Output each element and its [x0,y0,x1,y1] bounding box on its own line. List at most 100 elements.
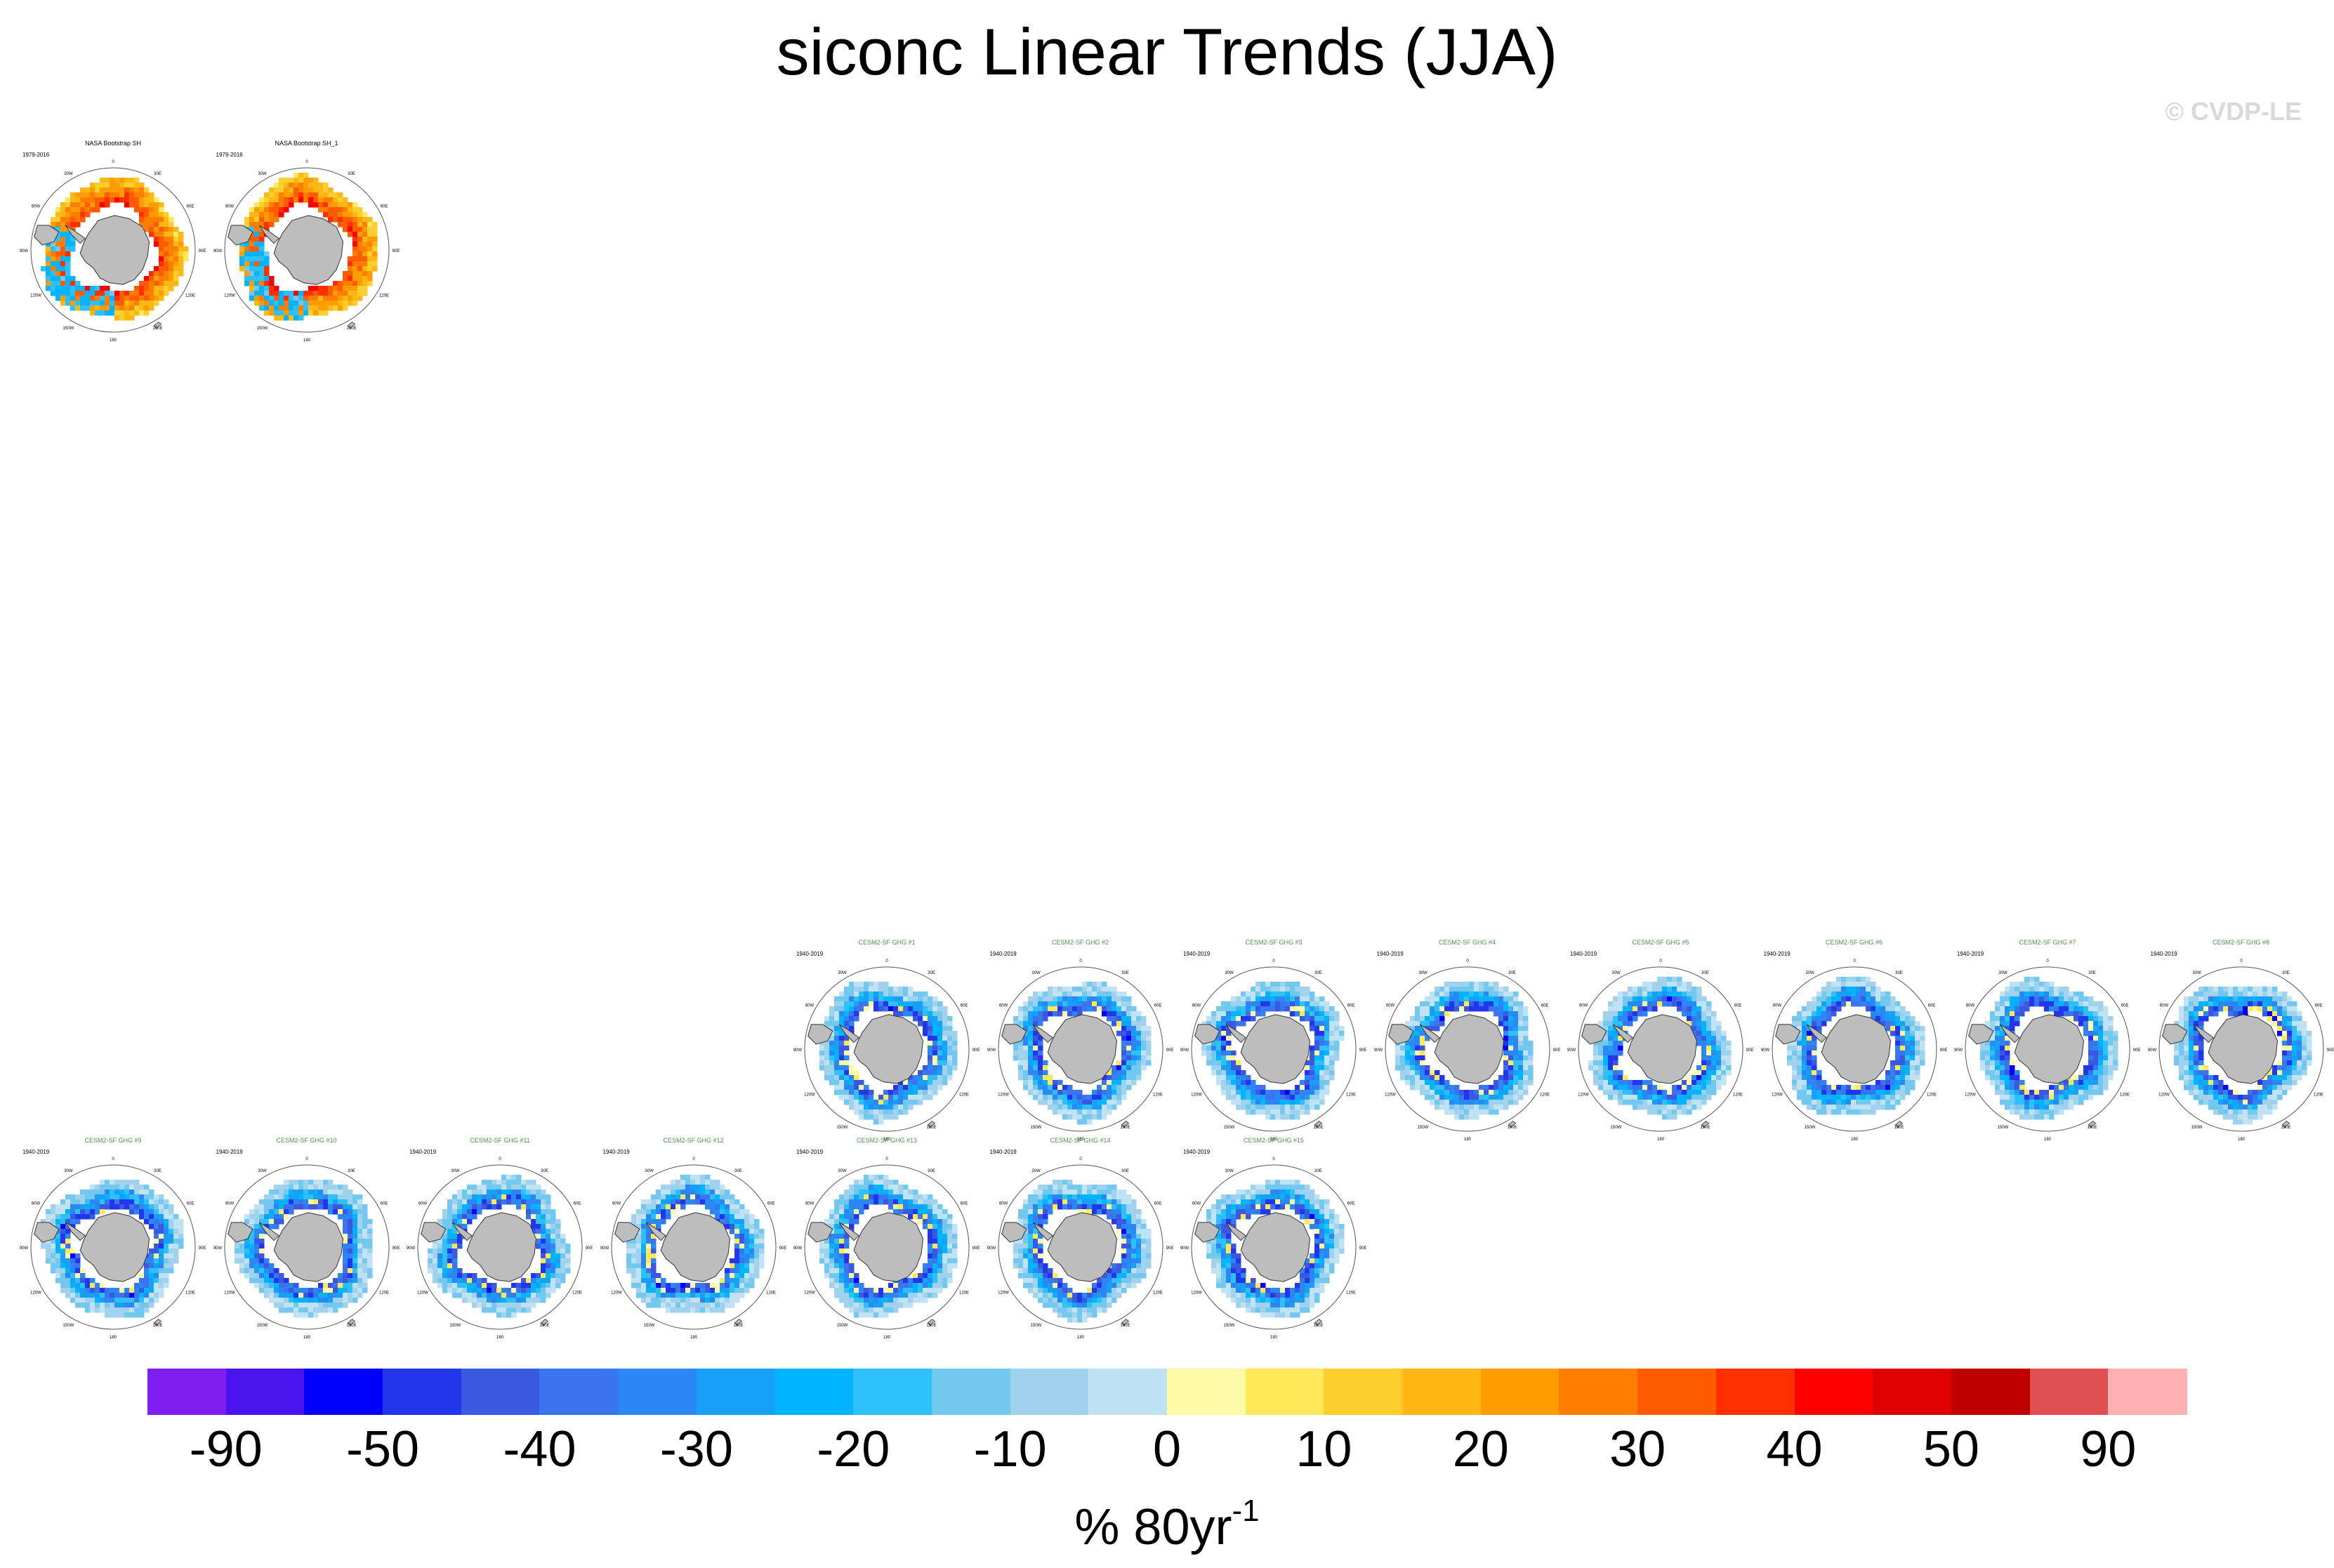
colorbar-tick-label: 30 [1609,1421,1666,1477]
longitude-label: 60W [225,205,234,209]
new-zealand-landmass [153,322,162,329]
longitude-label: 60W [1579,1004,1588,1008]
colorbar-swatch [853,1369,932,1415]
colorbar-swatch [1088,1369,1168,1415]
longitude-label: 90E [586,1246,593,1251]
antarctic-peninsula [645,1222,666,1241]
longitude-label: 90W [20,249,29,253]
longitude-label: 120E [1346,1093,1356,1098]
polar-map: 0 30E 60E 90E 120E 150E 180 150W 120W 90W 60W 30W [1180,1157,1367,1340]
longitude-label: 30W [1805,971,1814,975]
new-zealand-landmass [927,1121,936,1128]
longitude-label: 30E [2282,971,2290,975]
longitude-label: 90E [199,1246,206,1251]
new-zealand-landmass [347,322,355,329]
longitude-label: 90E [1359,1048,1367,1053]
colorbar-swatch [696,1369,776,1415]
longitude-label: 150E [926,1126,936,1130]
longitude-label: 120W [417,1291,428,1296]
panel-title: CESM2-SF GHG #13 [856,1137,918,1144]
panel-period: 1940-2019 [989,951,1017,957]
longitude-label: 60E [1927,1004,1935,1008]
map-boundary [1191,1164,1357,1330]
longitude-label: 90E [1166,1246,1173,1251]
longitude-label: 30E [348,172,355,176]
panel-title: CESM2-SF GHG #12 [663,1137,724,1144]
colorbar-swatch [1167,1369,1246,1415]
units-text: % 80yr [1074,1499,1232,1555]
new-zealand-landmass [153,1319,162,1326]
map-boundary [2158,966,2323,1132]
longitude-label: 0 [112,160,114,164]
sea-ice-trend-field [428,1175,571,1318]
longitude-label: 30W [451,1169,460,1173]
longitude-label: 90W [213,1246,222,1251]
longitude-label: 120E [1152,1291,1162,1296]
longitude-label: 90W [2147,1048,2156,1053]
antarctica-landmass [2208,1014,2278,1084]
antarctica-landmass [273,215,343,285]
longitude-label: 90W [793,1048,803,1053]
longitude-label: 120W [224,294,235,298]
new-zealand-landmass [1121,1121,1129,1128]
longitude-label: 30W [64,1169,73,1173]
longitude-label: 90W [1567,1048,1576,1053]
polar-map: 0 30E 60E 90E 120E 150E 180 150W 120W 90W 60W 30W [213,1157,400,1340]
map-panel: 0 30E 60E 90E 120E 150E 180 150W 120W 90W 60W 30W CE… [987,1136,1173,1340]
colorbar-swatch [1873,1369,1952,1415]
map-boundary [1385,966,1550,1132]
longitude-label: 150E [539,1324,549,1328]
map-panel: 0 30E 60E 90E 120E 150E 180 150W 120W 90W 60W 30W CE… [407,1136,593,1340]
longitude-label: 180 [110,1336,117,1340]
longitude-label: 120E [1733,1093,1743,1098]
south-america-tip [1001,1222,1027,1243]
antarctica-landmass [1047,1212,1117,1282]
sea-ice-trend-field [239,173,377,321]
polar-map: 0 30E 60E 90E 120E 150E 180 150W 120W 90W 60W 30W [600,1157,786,1340]
longitude-label: 60W [1772,1004,1781,1008]
map-boundary [224,167,389,333]
map-panel: 0 30E 60E 90E 120E 150E 180 150W 120W 90W 60W 30W CE… [793,938,980,1142]
colorbar-tick-label: 40 [1766,1421,1823,1477]
colorbar-swatch [1951,1369,2031,1415]
antarctic-peninsula [838,1222,859,1241]
longitude-label: 150E [733,1324,743,1328]
south-america-tip [1581,1024,1607,1045]
polar-map: 0 30E 60E 90E 120E 150E 180 150W 120W 90W 60W 30W [407,1157,593,1340]
antarctica-landmass [1434,1014,1504,1084]
longitude-label: 0 [1272,959,1275,963]
longitude-label: 90W [20,1246,29,1251]
longitude-label: 120W [1191,1291,1202,1296]
longitude-label: 30E [348,1169,355,1173]
map-boundary [804,1164,970,1330]
panel-period: 1940-2019 [1183,1149,1211,1155]
longitude-label: 30E [1508,971,1516,975]
antarctica-landmass [2014,1014,2085,1084]
copyright-watermark: © CVDP-LE [2165,97,2302,126]
south-america-tip [2161,1024,2187,1045]
longitude-label: 30W [1031,1169,1041,1173]
longitude-label: 180 [1270,1336,1278,1340]
longitude-label: 30E [154,1169,161,1173]
longitude-label: 60W [1966,1004,1975,1008]
longitude-label: 120E [378,1291,388,1296]
longitude-label: 180 [1463,1138,1471,1142]
longitude-label: 0 [1079,1157,1082,1161]
longitude-label: 180 [690,1336,697,1340]
colorbar-tick-label: 20 [1452,1421,1509,1477]
south-america-tip [1387,1024,1413,1045]
longitude-label: 30W [838,971,847,975]
longitude-label: 150W [1224,1126,1235,1130]
longitude-label: 30E [2088,971,2096,975]
antarctic-peninsula [258,1222,279,1241]
colorbar-swatch [1794,1369,1873,1415]
map-panel: 0 30E 60E 90E 120E 150E 180 150W 120W 90W 60W 30W CE… [1954,938,2141,1142]
longitude-label: 150W [63,1324,74,1328]
longitude-label: 90W [213,249,222,253]
longitude-label: 90E [1359,1246,1367,1251]
longitude-label: 90W [600,1246,609,1251]
map-boundary [1965,966,2130,1132]
map-panel: 0 30E 60E 90E 120E 150E 180 150W 120W 90W 60W 30W CE… [600,1136,786,1340]
colorbar-swatch [1324,1369,1403,1415]
south-america-tip [421,1222,447,1243]
